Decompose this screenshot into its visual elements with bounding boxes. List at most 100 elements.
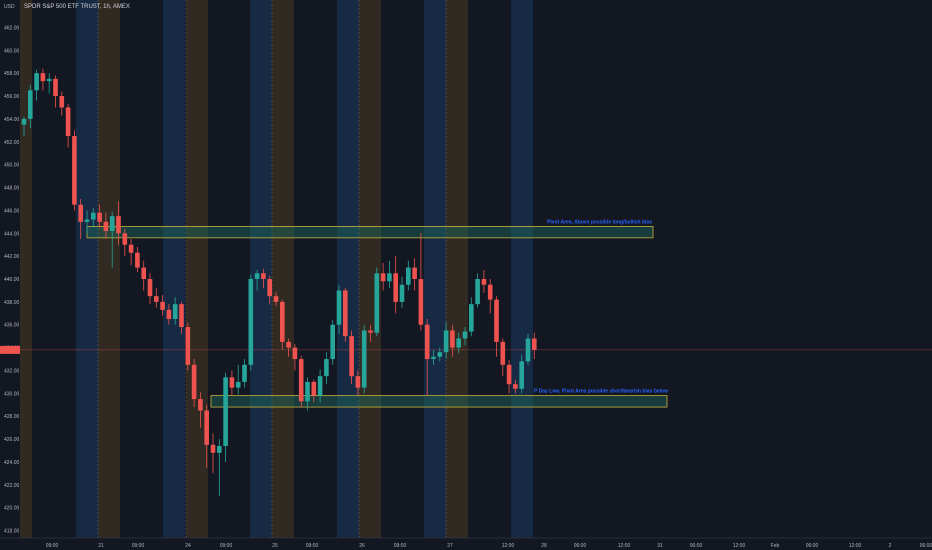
session-band <box>337 0 359 538</box>
candle-body <box>324 359 329 377</box>
annotations: Pivot Area, Above possible long/bullish … <box>534 219 668 394</box>
y-tick-label: 456.00 <box>4 94 20 100</box>
candle-body <box>399 284 405 302</box>
session-band <box>359 0 381 538</box>
candle-body <box>166 309 172 320</box>
candle-body <box>185 327 191 365</box>
x-tick-label: 26 <box>359 543 365 549</box>
session-dividers <box>97 0 447 538</box>
candle-body <box>305 381 310 402</box>
x-tick-label: 09:00 <box>46 543 59 549</box>
candle-body <box>53 78 58 97</box>
currency-label: USD <box>4 4 15 10</box>
candle-body <box>286 341 291 348</box>
candle-body <box>418 279 424 325</box>
candle-body <box>28 90 33 119</box>
price-axis[interactable]: 462.00 460.00 458.00 456.00 454.00 452.00 450.… <box>0 25 20 535</box>
x-tick-label: 12:00 <box>618 543 631 549</box>
candle-body <box>406 267 411 285</box>
x-tick-label: 2 <box>889 543 892 549</box>
session-band <box>186 0 208 538</box>
candle-body <box>116 216 121 234</box>
y-tick-label: 462.00 <box>4 25 20 31</box>
y-tick-label: 454.00 <box>4 117 20 123</box>
y-tick-label: 450.00 <box>4 163 20 169</box>
y-tick-label: 444.00 <box>4 231 20 237</box>
candle-body <box>475 279 480 305</box>
candle-body <box>292 347 298 360</box>
candle-body <box>532 338 537 350</box>
x-tick-label: 12:00 <box>849 543 862 549</box>
candle-body <box>254 273 260 279</box>
x-tick-label: 06:00 <box>920 543 932 549</box>
x-tick-label: 12:00 <box>502 543 515 549</box>
candle-body <box>494 299 499 342</box>
candle-body <box>103 221 109 231</box>
session-band <box>424 0 446 538</box>
symbol-title: SPDR S&P 500 ETF TRUST, 1h, AMEX <box>24 4 130 10</box>
candle-body <box>487 284 493 300</box>
x-tick-label: 06:00 <box>690 543 703 549</box>
candle-body <box>65 107 71 137</box>
candle-body <box>330 324 335 360</box>
y-tick-label: 426.00 <box>4 437 20 443</box>
y-tick-label: 458.00 <box>4 71 20 77</box>
y-tick-label: 424.00 <box>4 460 20 466</box>
y-tick-label: 440.00 <box>4 277 20 283</box>
candle-body <box>242 364 247 382</box>
candle-body <box>481 279 487 285</box>
candle-body <box>519 361 524 389</box>
candle-body <box>506 364 512 385</box>
candle-body <box>72 136 77 205</box>
candle-body <box>229 377 235 388</box>
candle-body <box>179 304 184 328</box>
candle-body <box>525 338 531 362</box>
candle-body <box>160 301 165 310</box>
candle-body <box>349 336 354 377</box>
candle-body <box>91 212 96 220</box>
session-band <box>272 0 294 538</box>
session-band <box>511 0 533 538</box>
candle-body <box>204 410 209 445</box>
candle-body <box>355 376 361 388</box>
candle-body <box>513 384 518 389</box>
candle-body <box>431 356 436 360</box>
y-tick-label: 436.00 <box>4 323 20 329</box>
y-tick-label: 446.00 <box>4 208 20 214</box>
candle-body <box>368 330 373 333</box>
candlestick-series <box>21 68 537 497</box>
candle-body <box>500 341 506 365</box>
x-tick-label: 24 <box>185 543 191 549</box>
time-axis[interactable]: 09:00 21 09:00 24 09:00 25 09:00 26 09:00 27 12:00… <box>0 537 932 549</box>
candle-body <box>84 219 90 222</box>
candle-body <box>217 445 222 453</box>
candle-body <box>469 304 474 332</box>
candle-body <box>336 290 342 325</box>
candle-body <box>450 330 455 348</box>
candle-body <box>235 381 241 388</box>
y-tick-label: 438.00 <box>4 300 20 306</box>
zone-pivot-area <box>86 225 654 239</box>
y-tick-label: 432.00 <box>4 368 20 374</box>
y-tick-label: 418.00 <box>4 529 20 535</box>
y-tick-label: 422.00 <box>4 483 20 489</box>
candle-body <box>128 244 134 253</box>
x-tick-label: 09:00 <box>306 543 319 549</box>
session-band <box>20 0 32 538</box>
candle-body <box>424 324 430 360</box>
session-band <box>250 0 272 538</box>
candle-body <box>343 290 348 337</box>
candle-body <box>267 279 272 297</box>
y-tick-label: 460.00 <box>4 48 20 54</box>
current-price-badge <box>0 345 20 354</box>
candle-body <box>21 118 27 125</box>
candle-body <box>311 381 317 396</box>
candle-body <box>78 204 83 222</box>
y-tick-label: 420.00 <box>4 506 20 512</box>
candle-body <box>462 331 468 339</box>
x-tick-label: 09:00 <box>132 543 145 549</box>
candle-body <box>393 273 398 302</box>
candle-body <box>317 376 323 396</box>
